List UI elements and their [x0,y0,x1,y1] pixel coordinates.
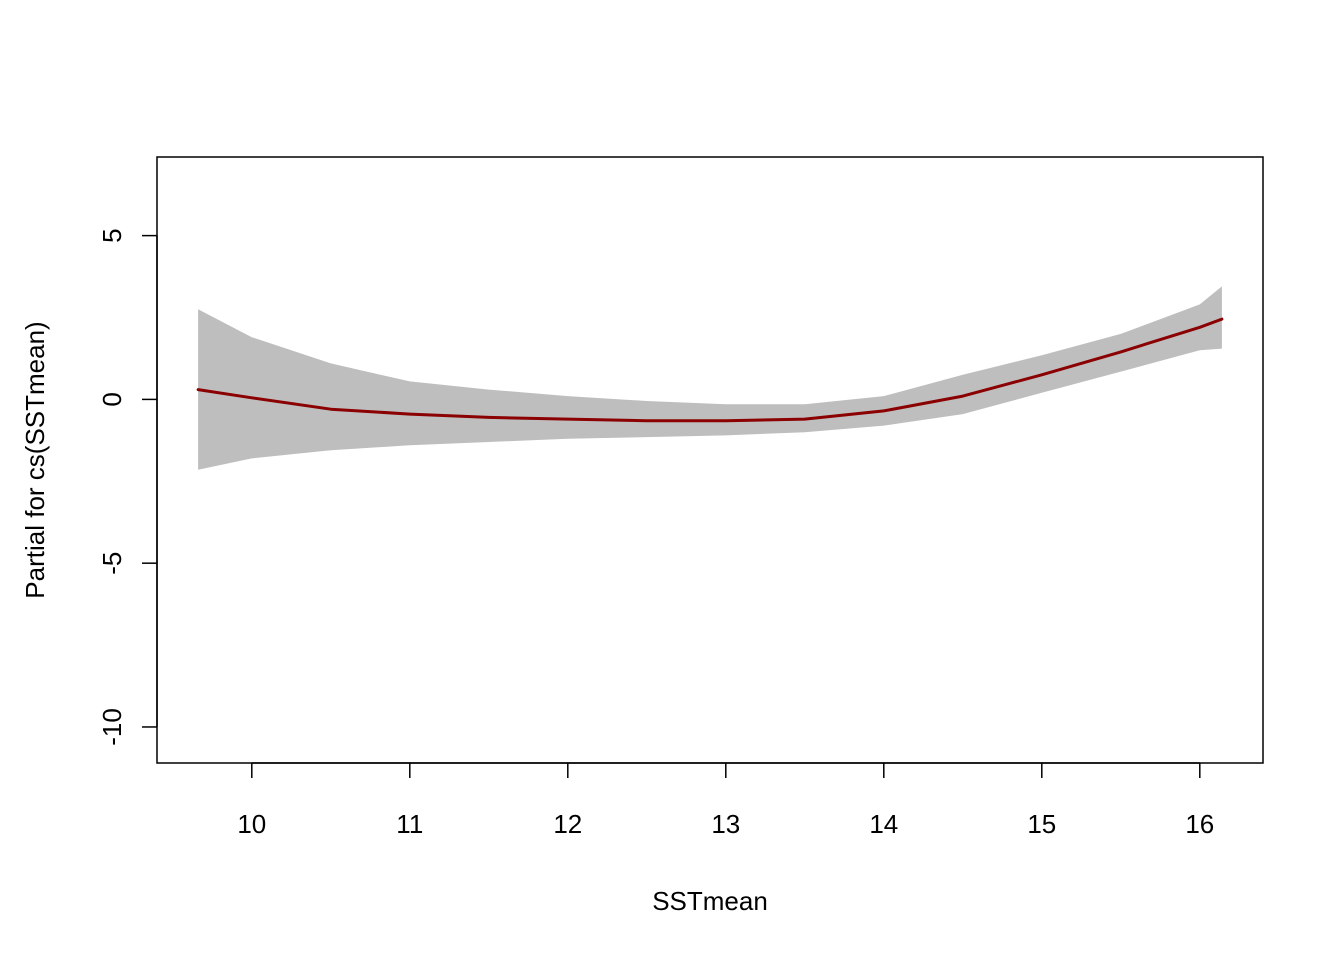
y-tick-label: 0 [97,392,127,406]
fit-line-layer [196,317,1224,423]
x-tick-label: 11 [396,809,423,839]
y-tick-label: -5 [97,552,127,575]
fit-line [196,317,1224,423]
x-tick-label: 12 [553,809,582,839]
y-axis: -10 -5 0 5 [97,228,158,746]
x-tick-label: 16 [1185,809,1214,839]
x-axis-title: SSTmean [652,886,768,916]
y-axis-title: Partial for cs(SSTmean) [20,321,50,598]
x-tick-label: 14 [869,809,898,839]
x-axis: 10 11 12 13 14 15 16 [237,762,1214,839]
confidence-band-layer [198,286,1222,470]
x-tick-label: 10 [237,809,266,839]
y-tick-label: 5 [97,228,127,242]
x-tick-label: 13 [711,809,740,839]
y-tick-label: -10 [97,708,127,746]
confidence-band [198,286,1222,470]
x-tick-label: 15 [1027,809,1056,839]
